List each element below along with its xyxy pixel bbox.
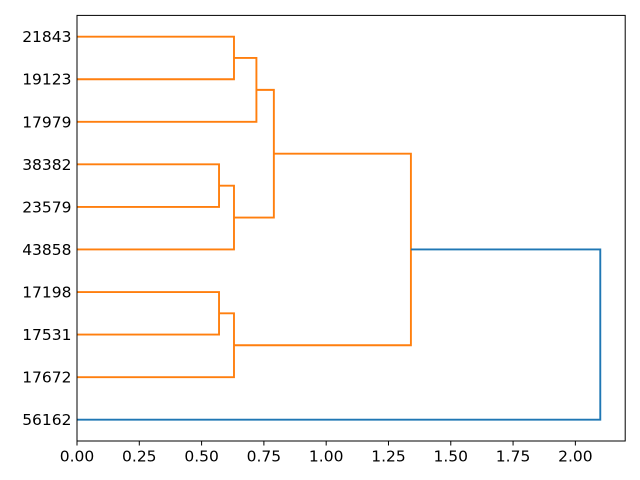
dendrogram-link — [77, 291, 220, 336]
x-tick-label: 1.00 — [309, 448, 344, 466]
dendrogram-link — [77, 57, 258, 123]
x-tick-label: 1.25 — [371, 448, 406, 466]
leaf-label: 17979 — [22, 113, 71, 131]
leaf-label: 43858 — [22, 241, 71, 259]
dendrogram-link — [77, 248, 602, 421]
leaf-label: 38382 — [22, 156, 71, 174]
x-tick-label: 0.75 — [247, 448, 282, 466]
leaf-label: 19123 — [22, 71, 71, 89]
leaf-label: 17531 — [22, 326, 71, 344]
dendrogram-link — [77, 312, 235, 379]
dendrogram-link — [233, 152, 412, 347]
x-tick-label: 0.25 — [122, 448, 157, 466]
dendrogram-link — [77, 184, 235, 251]
leaf-label: 21843 — [22, 28, 71, 46]
plot-area-border — [76, 14, 626, 442]
leaf-label: 17198 — [22, 284, 71, 302]
x-tick-label: 1.75 — [496, 448, 531, 466]
leaf-label: 17672 — [22, 369, 71, 387]
dendrogram-link — [233, 88, 275, 219]
dendrogram-link — [77, 163, 220, 208]
x-tick-label: 1.50 — [434, 448, 469, 466]
dendrogram-link — [77, 35, 235, 81]
x-tick-label: 2.00 — [558, 448, 593, 466]
x-tick-label: 0.50 — [184, 448, 219, 466]
leaf-label: 56162 — [22, 411, 71, 429]
x-tick-label: 0.00 — [60, 448, 95, 466]
leaf-label: 23579 — [22, 198, 71, 216]
